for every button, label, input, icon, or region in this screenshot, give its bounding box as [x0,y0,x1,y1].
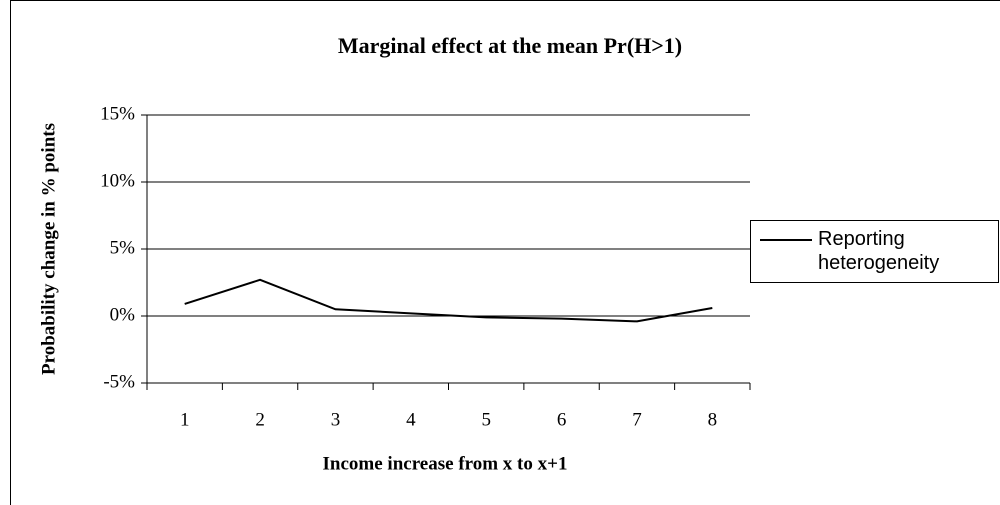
x-tick-label: 1 [180,409,190,430]
legend-box [750,220,999,283]
x-tick-label: 7 [632,409,642,430]
y-axis-label: Probability change in % points [38,123,59,375]
x-tick-label: 8 [708,409,718,430]
y-tick-label: 0% [110,304,136,325]
chart-title: Marginal effect at the mean Pr(H>1) [338,33,682,58]
legend-label: Reporting heterogeneity [818,228,940,274]
x-axis-label: Income increase from x to x+1 [323,453,568,474]
x-tick-label: 3 [331,409,341,430]
y-tick-label: 15% [100,103,135,124]
y-tick-label: 10% [100,170,135,191]
data-line [184,278,713,323]
y-tick-label: -5% [103,371,135,392]
x-tick-label: 6 [557,409,567,430]
x-tick-label: 2 [255,409,265,430]
x-tick-label: 5 [481,409,491,430]
x-tick-label: 4 [406,409,416,430]
y-tick-label: 5% [110,237,136,258]
